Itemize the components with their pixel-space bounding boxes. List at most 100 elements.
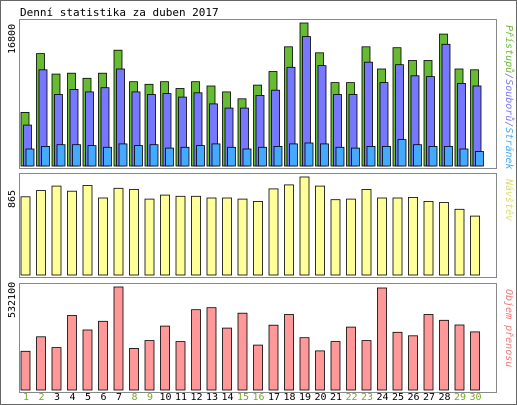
bar-traffic-day-17-1 <box>268 324 279 391</box>
x-tick-label: 25 <box>392 392 404 403</box>
series-visits-1 <box>20 176 480 276</box>
y-max-label-traffic: 532100 <box>7 282 18 318</box>
x-tick-label: 6 <box>100 392 106 403</box>
x-tick-label: 5 <box>85 392 91 403</box>
x-tick-label: 12 <box>190 392 202 403</box>
x-tick-label: 9 <box>147 392 153 403</box>
bar-traffic-day-11-1 <box>175 341 186 391</box>
bar-hits-day-16-3 <box>258 146 267 167</box>
bar-visits-day-30-1 <box>470 215 480 276</box>
bar-traffic-day-27-1 <box>423 314 434 391</box>
bar-hits-day-14-3 <box>227 146 236 167</box>
bar-traffic-day-14-1 <box>222 327 232 391</box>
panel-hits: 16800 Přístupů/Souborů/Stránek <box>7 19 515 170</box>
x-tick-label: 2 <box>38 392 44 403</box>
legend-entry-hits-2: / <box>503 73 514 79</box>
bar-visits-day-3-1 <box>51 185 62 276</box>
panel-frame <box>19 19 497 169</box>
bar-hits-day-1-3 <box>25 148 35 167</box>
bar-traffic-day-26-1 <box>408 335 418 391</box>
legend-visits: Návštěv <box>503 178 515 221</box>
bar-traffic-day-12-1 <box>191 309 201 391</box>
bar-hits-day-4-3 <box>72 144 81 167</box>
y-max-label-hits: 16800 <box>7 24 18 54</box>
bar-visits-day-11-1 <box>175 195 186 276</box>
bar-visits-day-27-1 <box>423 200 434 276</box>
x-tick-label: 30 <box>469 392 481 403</box>
x-tick-label: 23 <box>361 392 373 403</box>
x-tick-label: 14 <box>221 392 233 403</box>
bar-traffic-day-1-1 <box>20 350 31 391</box>
bar-traffic-day-3-1 <box>51 347 62 391</box>
bar-visits-day-10-1 <box>160 194 170 276</box>
bar-visits-day-8-1 <box>129 189 139 276</box>
bar-hits-day-12-3 <box>196 145 205 167</box>
x-tick-label: 29 <box>454 392 466 403</box>
bar-hits-day-22-3 <box>351 147 360 167</box>
bar-traffic-day-6-1 <box>98 320 108 391</box>
x-tick-label: 20 <box>314 392 326 403</box>
legend-entry-hits-3: Souborů <box>503 79 515 121</box>
bar-visits-day-9-1 <box>144 198 155 276</box>
bar-hits-day-2-3 <box>41 145 50 167</box>
bar-hits-day-6-3 <box>103 146 112 167</box>
series-hits-3 <box>25 139 484 167</box>
bar-hits-day-15-3 <box>242 148 252 167</box>
bar-visits-day-21-1 <box>330 199 341 276</box>
bar-traffic-day-21-1 <box>330 341 341 391</box>
bar-visits-day-22-1 <box>346 198 356 276</box>
bar-hits-day-27-3 <box>428 145 438 167</box>
x-tick-label: 19 <box>299 392 311 403</box>
panel-traffic: 532100 Objem přenosu <box>7 282 515 393</box>
series-traffic-1 <box>20 286 480 391</box>
panel-frame <box>19 173 497 278</box>
bar-traffic-day-10-1 <box>160 325 170 391</box>
bar-hits-day-25-3 <box>397 139 407 167</box>
x-axis-day-labels: 1 2 3 4 5 6 7 8 9 10 11 12 13 14 15 16 17 18 19 20 21 22 23 24 2… <box>23 392 482 403</box>
bar-traffic-day-20-1 <box>315 350 325 391</box>
x-tick-label: 16 <box>252 392 264 403</box>
x-tick-label: 21 <box>330 392 342 403</box>
bar-hits-day-21-3 <box>335 146 345 167</box>
series-hits-2 <box>23 36 482 167</box>
panel-visits: 865 Návštěv <box>7 173 515 278</box>
bar-traffic-day-5-1 <box>82 329 93 391</box>
legend-entry-hits-5: Stránek <box>503 127 515 169</box>
bar-traffic-day-29-1 <box>454 324 465 391</box>
x-tick-label: 17 <box>268 392 280 403</box>
panel-frame <box>19 283 497 393</box>
x-tick-label: 4 <box>69 392 75 403</box>
bar-hits-day-11-3 <box>180 146 190 167</box>
x-tick-label: 22 <box>345 392 357 403</box>
bar-hits-day-8-3 <box>134 145 143 167</box>
bar-visits-day-19-1 <box>299 176 310 276</box>
bar-traffic-day-8-1 <box>129 347 139 391</box>
bar-traffic-day-28-1 <box>439 319 449 391</box>
bar-hits-day-17-3 <box>273 145 283 167</box>
bar-traffic-day-18-1 <box>284 314 294 391</box>
bar-traffic-day-16-1 <box>253 344 263 391</box>
x-tick-label: 28 <box>438 392 450 403</box>
bar-visits-day-7-1 <box>113 187 124 276</box>
x-tick-label: 13 <box>206 392 218 403</box>
bar-traffic-day-19-1 <box>299 337 310 391</box>
bar-hits-day-28-3 <box>444 145 453 167</box>
bar-visits-day-15-1 <box>237 198 248 276</box>
x-tick-label: 7 <box>116 392 122 403</box>
x-tick-label: 26 <box>407 392 419 403</box>
bar-traffic-day-15-1 <box>237 312 248 391</box>
bar-visits-day-2-1 <box>36 190 46 276</box>
legend-hits: Přístupů/Souborů/Stránek <box>503 25 515 170</box>
bar-visits-day-4-1 <box>67 190 77 276</box>
legend-entry-visits-1: Návštěv <box>503 178 515 221</box>
x-tick-label: 3 <box>54 392 60 403</box>
x-tick-label: 1 <box>23 392 29 403</box>
bar-visits-day-25-1 <box>392 197 403 276</box>
bar-traffic-day-24-1 <box>377 287 387 391</box>
bar-traffic-day-30-1 <box>470 331 480 391</box>
bar-hits-day-7-3 <box>118 143 128 167</box>
bar-visits-day-1-1 <box>20 196 31 276</box>
bar-visits-day-18-1 <box>284 184 294 276</box>
